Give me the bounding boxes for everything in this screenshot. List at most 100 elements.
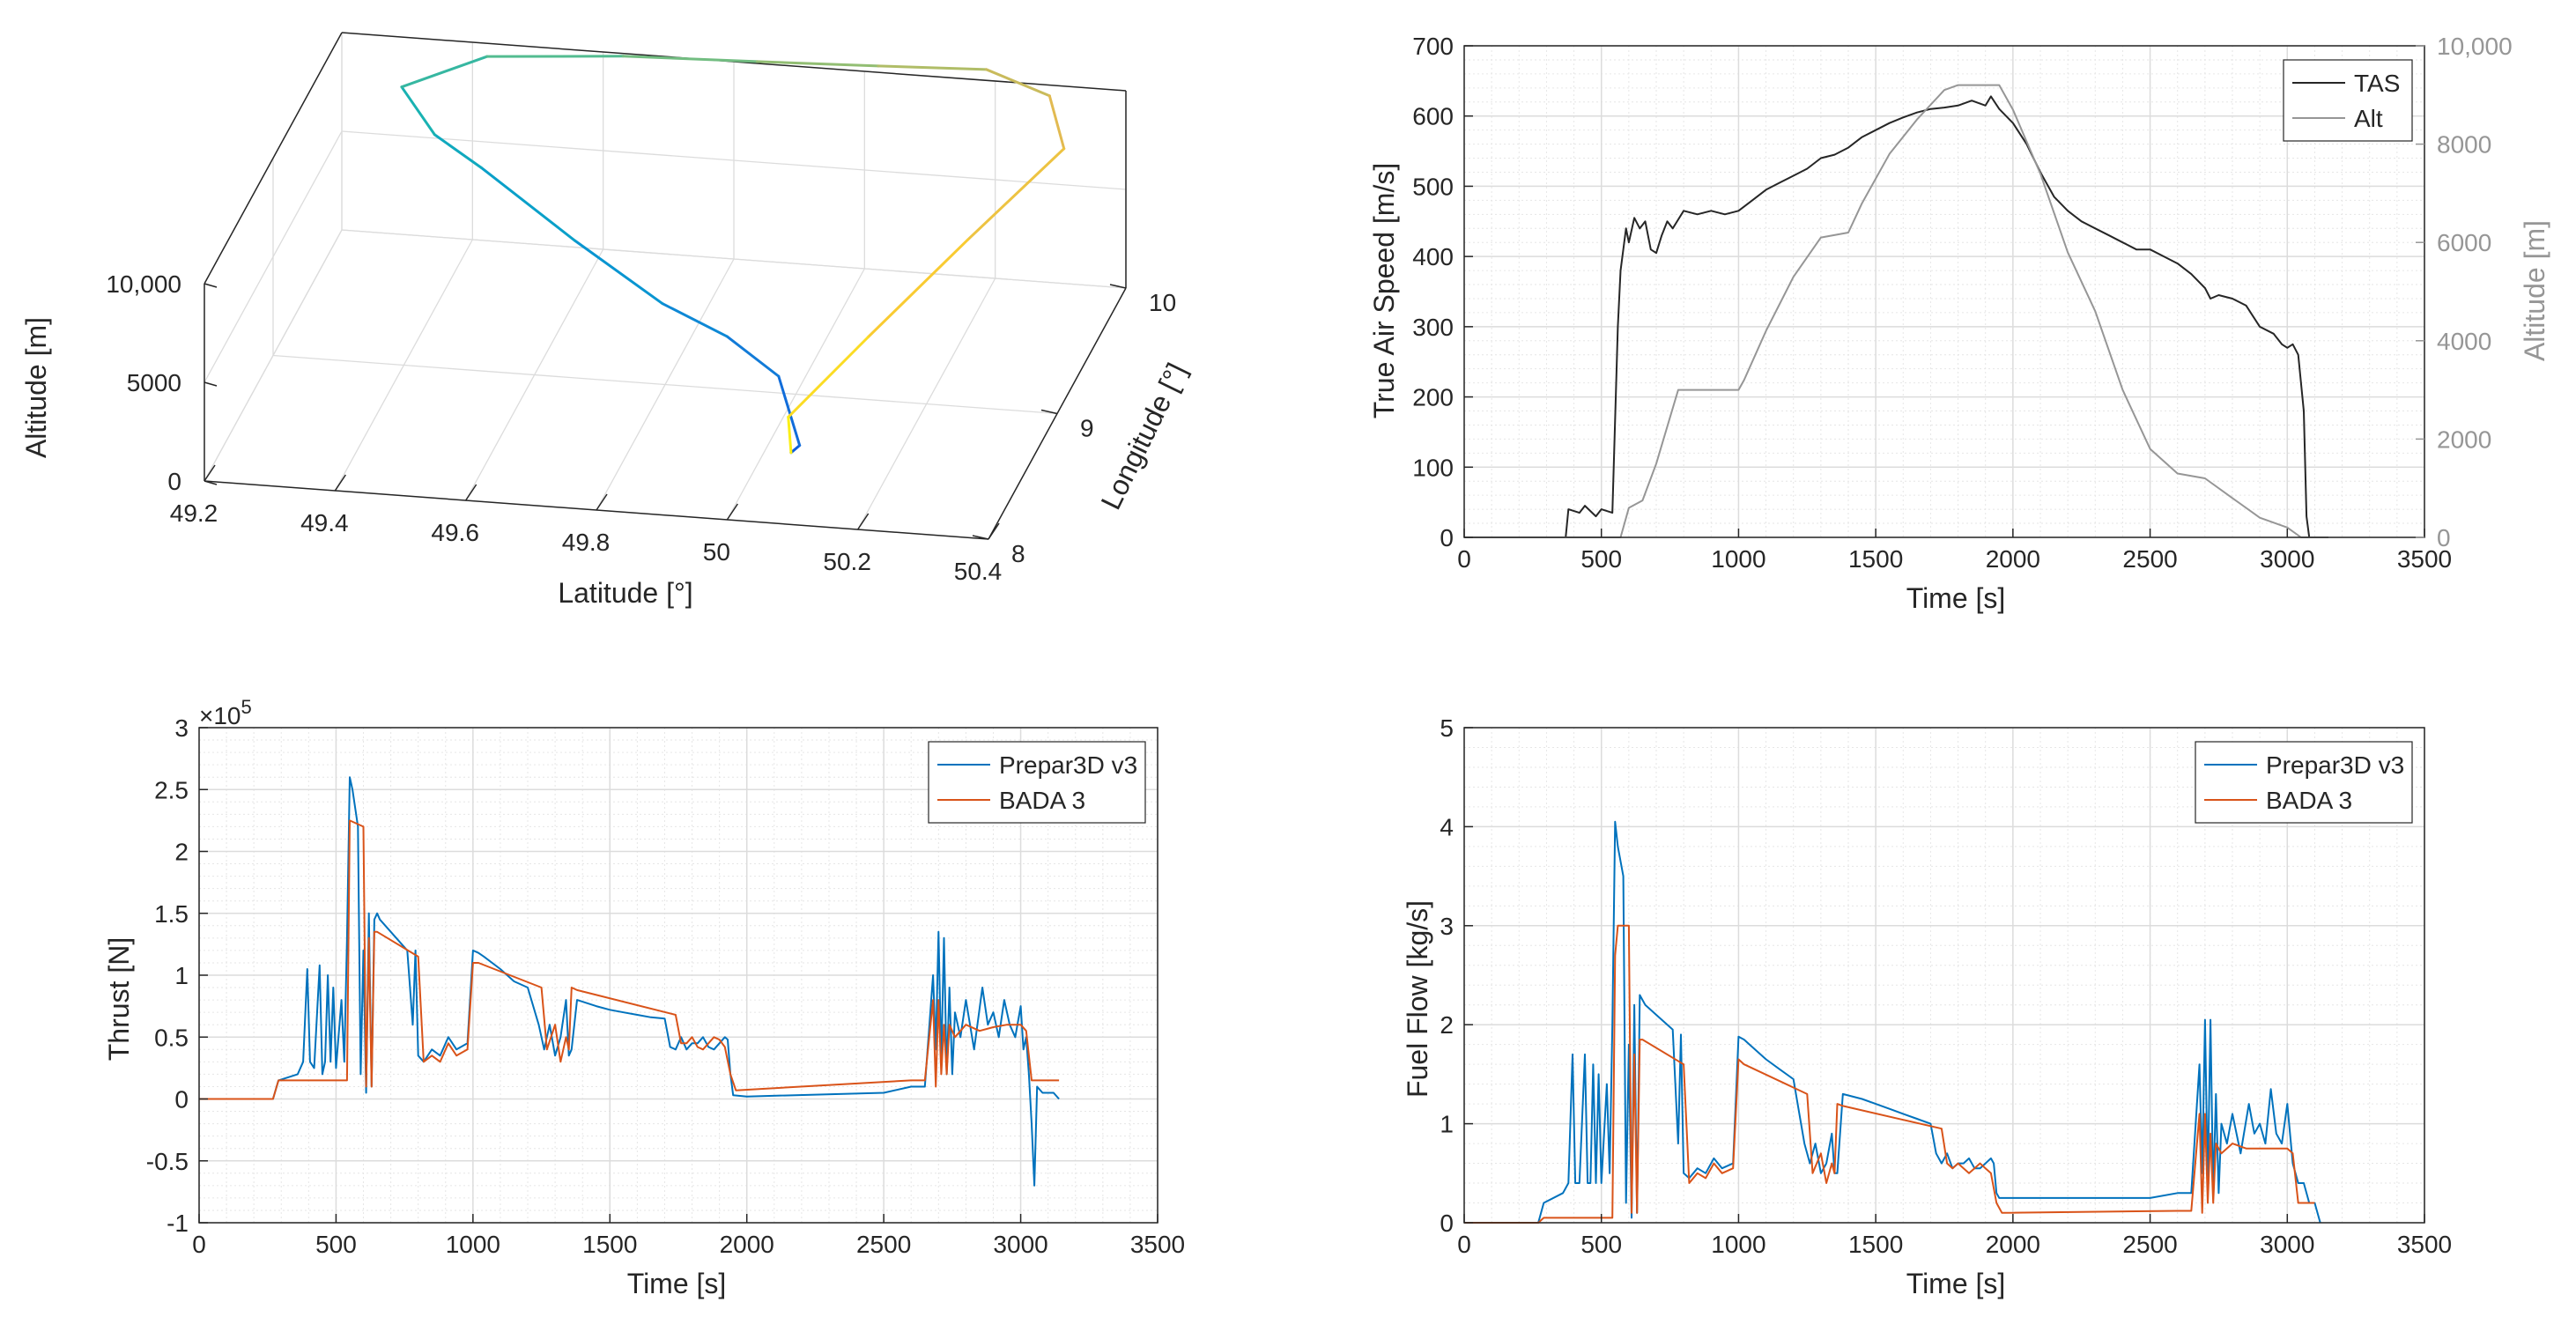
x-tick-label: 1000 xyxy=(446,1231,500,1258)
x-tick-label: 3000 xyxy=(993,1231,1047,1258)
trajectory-segment xyxy=(877,64,988,71)
y-tick-label: 0 xyxy=(1440,1210,1454,1237)
x-tick-label: 500 xyxy=(1580,1231,1622,1258)
y2label: Altitude [m] xyxy=(2519,220,2550,361)
y-tick-label: 10 xyxy=(1149,289,1176,316)
y-tick-label: 1 xyxy=(1440,1111,1454,1138)
x-tick-label: 2500 xyxy=(856,1231,911,1258)
x-tick-label: 3000 xyxy=(2260,545,2314,573)
y-tick-label: -1 xyxy=(167,1210,189,1237)
x-tick-label: 2500 xyxy=(2122,1231,2177,1258)
y-ticks: -1 -0.5 0 0.5 1 1.5 2 2.5 3 xyxy=(146,714,208,1237)
ylabel: True Air Speed [m/s] xyxy=(1368,163,1400,418)
gridline xyxy=(204,229,343,482)
x-tick-label: 1000 xyxy=(1711,1231,1765,1258)
trajectory-segment xyxy=(400,55,489,89)
y2-tick-label: 0 xyxy=(2437,524,2451,551)
zlabel: Altitude [m] xyxy=(20,317,52,458)
y-tick-label: 2.5 xyxy=(154,776,189,803)
trajectory-line xyxy=(400,55,1066,455)
grid xyxy=(198,727,1158,1224)
y-tick-label: 700 xyxy=(1412,33,1454,60)
x-tick-mark xyxy=(204,464,216,482)
trajectory-segment xyxy=(621,55,759,63)
y-tick-label: 1 xyxy=(174,962,189,989)
y2-tick-label: 10,000 xyxy=(2437,33,2513,60)
gridline xyxy=(272,354,1058,415)
y-tick-label: 3 xyxy=(1440,913,1454,940)
y2-tick-label: 2000 xyxy=(2437,425,2491,453)
series-line-alt xyxy=(1464,84,2328,538)
ylabel: Longitude [°] xyxy=(1094,358,1192,514)
trajectory-segment xyxy=(725,335,781,378)
x-tick-mark xyxy=(726,503,738,521)
trajectory-segment xyxy=(479,166,577,242)
altitude-ticks: 0 5000 10,000 xyxy=(106,270,218,495)
thrust-plot: 0 500 1000 1500 2000 2500 3000 3500 -1 -0.5 0 0.5 1… xyxy=(103,696,1185,1299)
trajectory-segment xyxy=(787,415,793,455)
trajectory-segment xyxy=(866,238,969,339)
x-tick-label: 1500 xyxy=(1848,1231,1903,1258)
x-tick-label: 49.2 xyxy=(170,499,218,527)
x-tick-label: 0 xyxy=(1457,545,1471,573)
legend-box xyxy=(928,741,1146,824)
x-tick-label: 2000 xyxy=(1986,1231,2040,1258)
axes-frame xyxy=(1463,727,2425,1224)
y-tick-label: 500 xyxy=(1412,173,1454,200)
x-tick-label: 1000 xyxy=(1711,545,1765,573)
x-ticks: 0 500 1000 1500 2000 2500 3000 3500 xyxy=(1457,1214,2452,1258)
x-tick-label: 3500 xyxy=(1130,1231,1185,1258)
z-tick-mark xyxy=(204,480,218,485)
y-tick-label: 400 xyxy=(1412,243,1454,270)
y-tick-mark xyxy=(1109,284,1127,289)
exponent-power: 5 xyxy=(241,696,252,718)
y-tick-label: 2 xyxy=(1440,1011,1454,1039)
y-tick-label: 9 xyxy=(1080,415,1094,442)
axes-box xyxy=(1463,727,2425,1224)
y2-tick-label: 6000 xyxy=(2437,229,2491,256)
x-tick-label: 50 xyxy=(703,538,730,566)
longitude-ticks: 8 9 10 xyxy=(972,284,1176,567)
y-tick-label: 3 xyxy=(174,714,189,742)
legend: TAS Alt xyxy=(2283,59,2413,142)
legend: Prepar3D v3 BADA 3 xyxy=(2195,741,2413,824)
x-tick-label: 50.4 xyxy=(954,558,1003,585)
trajectory-segment xyxy=(985,68,1051,98)
x-tick-mark xyxy=(988,522,1000,540)
x-tick-label: 2000 xyxy=(720,1231,774,1258)
series-group xyxy=(1464,84,2328,538)
x-tick-label: 49.4 xyxy=(300,509,349,536)
axes-box xyxy=(1463,45,2425,538)
axes-frame xyxy=(1463,45,2425,538)
x-tick-label: 0 xyxy=(192,1231,206,1258)
legend-label: BADA 3 xyxy=(999,787,1085,814)
x-tick-mark xyxy=(596,493,608,511)
xlabel: Time [s] xyxy=(627,1268,727,1299)
ylabel: Thrust [N] xyxy=(103,937,135,1061)
z-tick-mark xyxy=(204,283,218,288)
legend-label: Alt xyxy=(2354,105,2383,132)
fuel-flow-plot: 0 500 1000 1500 2000 2500 3000 3500 0 1 2 3 4 5 Prep… xyxy=(1402,714,2452,1299)
trajectory-3d-plot: 49.2 49.4 49.6 49.8 50 50.2 50.4 8 9 10 0 5000 10,… xyxy=(20,32,1193,609)
z-tick-label: 5000 xyxy=(127,369,181,396)
y2-tick-label: 4000 xyxy=(2437,328,2491,355)
y-tick-label: 0.5 xyxy=(154,1024,189,1051)
x-tick-mark xyxy=(465,484,477,501)
z-tick-label: 0 xyxy=(167,468,181,495)
trajectory-segment xyxy=(787,336,870,418)
tas-altitude-plot: 0 500 1000 1500 2000 2500 3000 3500 0 100 200 300 4… xyxy=(1368,33,2550,614)
x-tick-label: 49.8 xyxy=(562,529,611,556)
series-line-prepar3d-v3 xyxy=(199,776,1060,1187)
series-group xyxy=(199,776,1060,1187)
trajectory-segment xyxy=(433,133,483,169)
series-group xyxy=(1464,820,2321,1224)
trajectory-segment xyxy=(789,444,802,455)
y2-ticks: 0 2000 4000 6000 8000 10,000 xyxy=(2416,33,2513,551)
y-ticks: 0 1 2 3 4 5 xyxy=(1440,714,1473,1237)
series-line-bada-3 xyxy=(199,819,1060,1100)
x-ticks: 0 500 1000 1500 2000 2500 3000 3500 xyxy=(192,1214,1185,1258)
xlabel: Time [s] xyxy=(1906,582,2006,614)
z-tick-mark xyxy=(204,381,218,387)
grid xyxy=(204,32,1127,540)
y2-tick-label: 8000 xyxy=(2437,131,2491,159)
